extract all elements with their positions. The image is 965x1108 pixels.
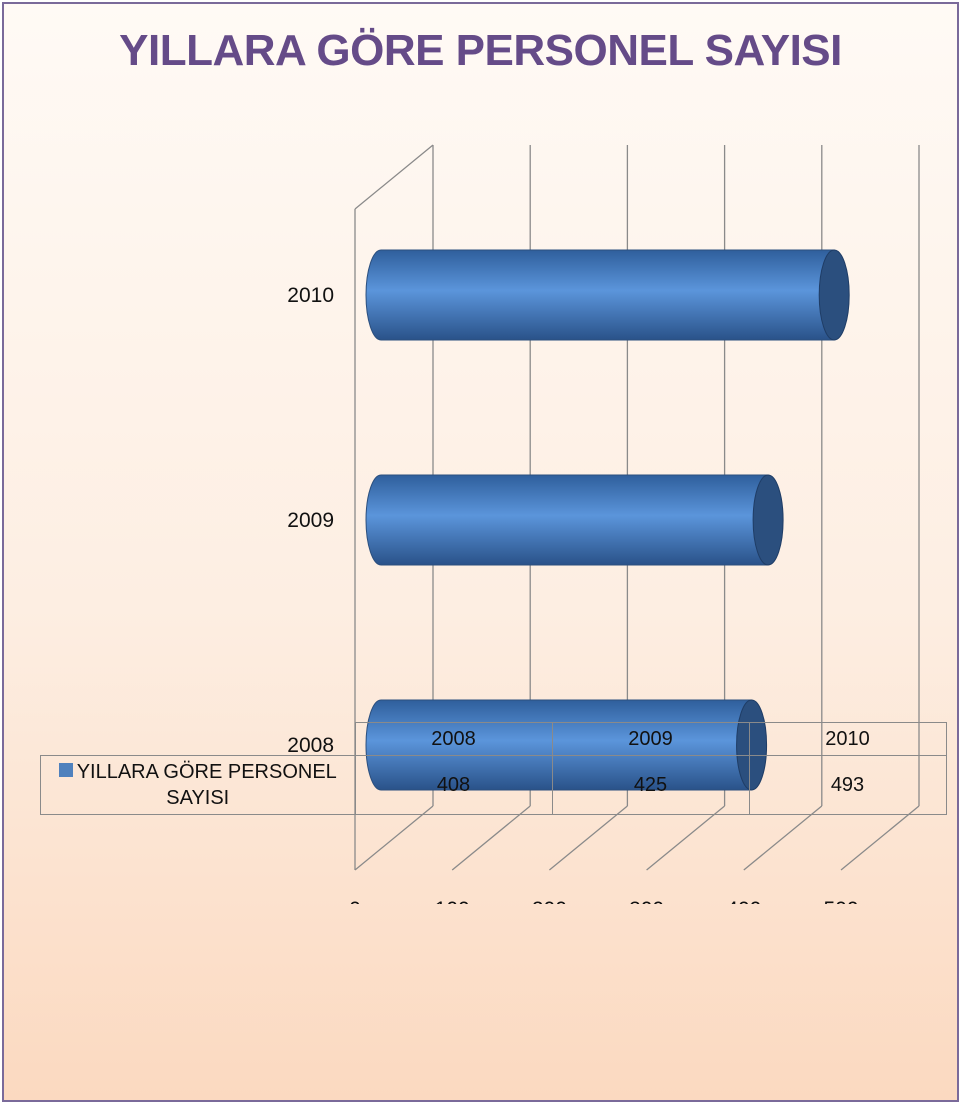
y-tick-label: 2010 — [287, 284, 334, 307]
bar-2009 — [365, 474, 769, 566]
floor-line-300 — [646, 805, 726, 871]
bar-2010 — [365, 249, 835, 341]
table-header-2008: 2008 — [354, 722, 553, 756]
chart-title: YILLARA GÖRE PERSONEL SAYISI — [119, 26, 842, 75]
bar-cap-2009 — [752, 474, 784, 566]
data-table: 2008 2009 2010 YILLARA GÖRE PERSONEL SAY… — [40, 722, 947, 815]
floor-line-500 — [840, 805, 920, 871]
table-row: YILLARA GÖRE PERSONEL SAYISI 408 425 493 — [40, 755, 947, 815]
table-header-2010: 2010 — [748, 722, 947, 756]
table-series-label: YILLARA GÖRE PERSONEL SAYISI — [40, 755, 356, 815]
bar-cap-2010 — [818, 249, 850, 341]
y-tick-label: 2009 — [287, 509, 334, 532]
x-tick-label: 0 — [349, 898, 361, 904]
x-tick-label: 500 — [823, 898, 858, 904]
x-tick-label: 300 — [629, 898, 664, 904]
table-header-row: 2008 2009 2010 — [40, 722, 947, 756]
floor-line-200 — [548, 805, 628, 871]
floor-line-100 — [451, 805, 531, 871]
table-corner — [40, 722, 356, 756]
floor-line-400 — [743, 805, 823, 871]
table-value-2009: 425 — [551, 755, 750, 815]
x-tick-label: 200 — [532, 898, 567, 904]
wall-top-edge — [354, 144, 434, 210]
floor-line-0 — [354, 805, 434, 871]
table-value-2010: 493 — [748, 755, 947, 815]
series-label-text: YILLARA GÖRE PERSONEL SAYISI — [76, 761, 337, 809]
table-value-2008: 408 — [354, 755, 553, 815]
legend-key-icon — [58, 763, 73, 777]
x-tick-label: 400 — [726, 898, 761, 904]
table-header-2009: 2009 — [551, 722, 750, 756]
x-tick-label: 100 — [435, 898, 470, 904]
